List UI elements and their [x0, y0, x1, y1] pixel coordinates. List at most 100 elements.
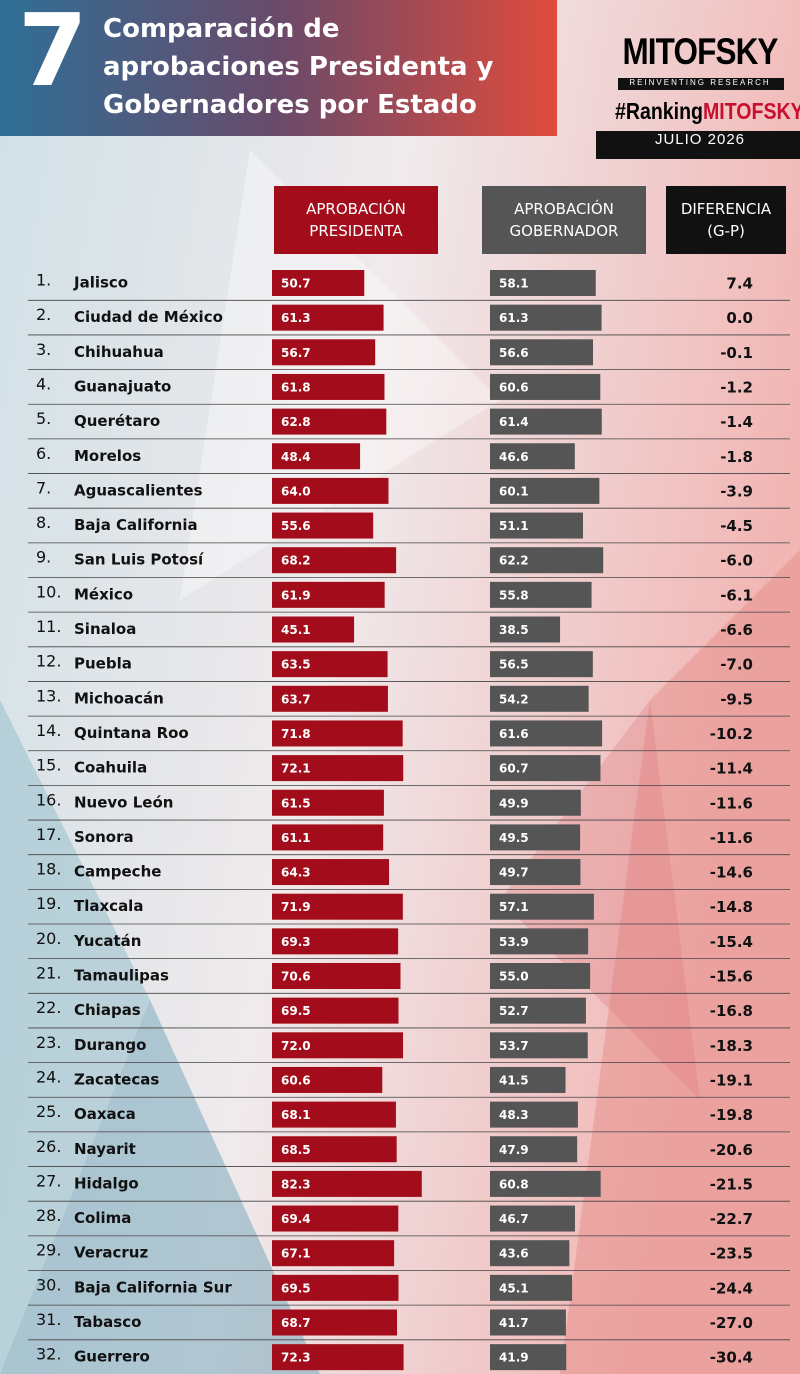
bar: [272, 789, 384, 816]
state-name: Michoacán: [74, 689, 164, 707]
difference-label: -20.6: [710, 1141, 753, 1159]
rank: 28.: [36, 1206, 61, 1225]
difference-label: -15.4: [710, 933, 753, 951]
rank: 32.: [36, 1345, 61, 1364]
difference-label: 7.4: [726, 275, 753, 293]
bar: [272, 1309, 398, 1336]
rank: 29.: [36, 1241, 61, 1260]
rank: 1.: [36, 271, 51, 290]
bar: [490, 789, 581, 816]
bar-label: 71.8: [281, 727, 311, 741]
rank: 23.: [36, 1033, 61, 1052]
bar-label: 64.3: [281, 866, 311, 880]
bar-label: 62.2: [499, 554, 529, 568]
rank: 15.: [36, 756, 61, 775]
bar: [272, 755, 404, 782]
bar-label: 72.3: [281, 1351, 311, 1365]
rank: 16.: [36, 790, 61, 809]
bar-label: 61.3: [499, 311, 529, 325]
difference-label: -6.1: [720, 586, 753, 604]
bar-label: 60.8: [499, 1177, 529, 1191]
bg-shape: [560, 550, 800, 1374]
bar: [272, 1170, 422, 1197]
bar: [490, 997, 586, 1024]
bar-label: 56.7: [281, 346, 311, 360]
difference-label: -11.6: [710, 829, 753, 847]
bar: [490, 581, 592, 608]
state-name: Zacatecas: [74, 1070, 159, 1088]
bar-label: 64.0: [281, 484, 311, 498]
state-name: Quintana Roo: [74, 724, 189, 742]
bar: [490, 1066, 566, 1093]
difference-label: -7.0: [720, 656, 753, 674]
state-name: Sonora: [74, 828, 134, 846]
bar-label: 61.3: [281, 311, 311, 325]
hashtag-part: #Ranking: [615, 98, 704, 124]
bar-label: 72.0: [281, 1039, 311, 1053]
bar: [272, 512, 374, 539]
rank: 11.: [36, 617, 61, 636]
bar: [490, 893, 594, 920]
state-name: Oaxaca: [74, 1105, 136, 1123]
state-name: Baja California: [74, 516, 198, 534]
bar-label: 69.3: [281, 935, 311, 949]
column-header: DIFERENCIA (G-P): [666, 186, 786, 254]
bar-label: 60.6: [499, 380, 529, 394]
bar: [272, 720, 403, 747]
bar: [490, 1101, 578, 1128]
difference-label: -16.8: [710, 1002, 753, 1020]
rank: 21.: [36, 964, 61, 983]
bar: [490, 963, 591, 989]
state-name: Puebla: [74, 655, 132, 673]
bar-label: 60.7: [499, 762, 529, 776]
date-box: [596, 131, 800, 159]
difference-label: -11.6: [710, 794, 753, 812]
state-name: Nuevo León: [74, 793, 173, 811]
bar-label: 61.4: [499, 415, 529, 429]
bar-label: 46.7: [499, 1212, 529, 1226]
state-name: San Luis Potosí: [74, 551, 204, 569]
rank: 10.: [36, 582, 61, 601]
bar: [272, 1205, 399, 1232]
state-name: Guerrero: [74, 1348, 150, 1366]
difference-label: -21.5: [710, 1175, 753, 1193]
difference-label: -30.4: [710, 1349, 753, 1367]
state-name: Nayarit: [74, 1140, 136, 1158]
difference-label: -10.2: [710, 725, 753, 743]
bar: [272, 408, 387, 435]
bar-label: 55.6: [281, 519, 311, 533]
bar-label: 61.8: [281, 380, 311, 394]
state-name: Campeche: [74, 863, 161, 881]
state-name: Sinaloa: [74, 620, 136, 638]
bar-label: 68.5: [281, 1143, 311, 1157]
rank: 9.: [36, 548, 51, 567]
bar-label: 61.9: [281, 588, 311, 602]
difference-label: -27.0: [710, 1314, 753, 1332]
rank: 7.: [36, 478, 51, 497]
tagline: REINVENTING RESEARCH: [629, 78, 771, 87]
bar: [490, 1344, 567, 1371]
bar-label: 60.6: [281, 1073, 311, 1087]
bar: [490, 859, 581, 886]
bar: [490, 824, 581, 851]
state-name: Hidalgo: [74, 1174, 139, 1192]
bar: [490, 616, 561, 643]
rank: 30.: [36, 1275, 61, 1294]
bar-label: 63.5: [281, 658, 311, 672]
difference-label: -6.6: [720, 621, 753, 639]
bar-label: 38.5: [499, 623, 529, 637]
bar-label: 71.9: [281, 900, 311, 914]
rank: 19.: [36, 894, 61, 913]
bar-label: 48.3: [499, 1108, 529, 1122]
bar: [272, 651, 388, 678]
state-name: Tlaxcala: [74, 897, 143, 915]
bar: [272, 685, 388, 712]
bar-label: 69.4: [281, 1212, 311, 1226]
bar-label: 56.6: [499, 346, 529, 360]
state-name: Querétaro: [74, 412, 160, 430]
state-name: Aguascalientes: [74, 481, 203, 499]
bar-label: 43.6: [499, 1247, 529, 1261]
bar-label: 54.2: [499, 692, 529, 706]
bar: [272, 859, 390, 886]
bar-label: 46.6: [499, 450, 529, 464]
